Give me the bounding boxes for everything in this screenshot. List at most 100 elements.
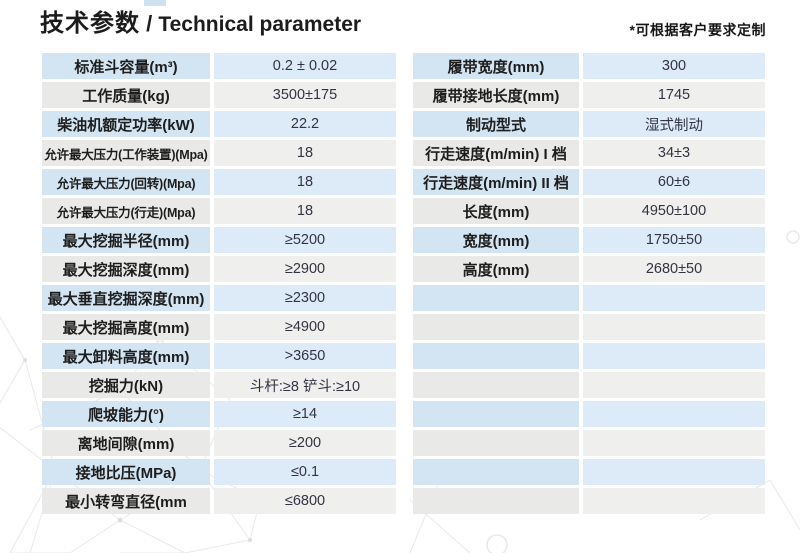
param-value-cell (583, 430, 765, 456)
param-label-cell: 行走速度(m/min) II 档 (413, 169, 579, 195)
page-title-zh: 技术参数 (40, 10, 140, 37)
table-row: 长度(mm) 4950±100 (413, 198, 765, 224)
param-label-cell: 最大挖掘半径(mm) (42, 227, 210, 253)
param-label-cell: 允许最大压力(工作装置)(Mpa) (42, 140, 210, 166)
header: 技术参数 / Technical parameter *可根据客户要求定制 (0, 0, 800, 42)
param-value-cell: 4950±100 (583, 198, 765, 224)
param-value-cell: 300 (583, 53, 765, 79)
param-label-cell (413, 401, 579, 427)
param-label-cell: 长度(mm) (413, 198, 579, 224)
param-label-cell: 挖掘力(kN) (42, 372, 210, 398)
param-value-cell (583, 343, 765, 369)
param-label-cell: 标准斗容量(m³) (42, 53, 210, 79)
table-row: 允许最大压力(工作装置)(Mpa) 18 (42, 140, 396, 166)
param-label-cell: 爬坡能力(°) (42, 401, 210, 427)
spec-table-right: 履带宽度(mm) 300 履带接地长度(mm) 1745 制动型式 湿式制动 行走速度(m/… (413, 53, 765, 517)
param-label-cell: 履带宽度(mm) (413, 53, 579, 79)
param-value-cell: ≥5200 (214, 227, 396, 253)
table-row: 履带宽度(mm) 300 (413, 53, 765, 79)
table-row: 最大挖掘高度(mm) ≥4900 (42, 314, 396, 340)
param-value-cell: 22.2 (214, 111, 396, 137)
param-value-cell: >3650 (214, 343, 396, 369)
param-label-cell (413, 343, 579, 369)
param-value-cell: 0.2 ± 0.02 (214, 53, 396, 79)
table-row: 标准斗容量(m³) 0.2 ± 0.02 (42, 53, 396, 79)
table-row: 允许最大压力(行走)(Mpa) 18 (42, 198, 396, 224)
param-value-cell: ≥14 (214, 401, 396, 427)
param-label-cell: 离地间隙(mm) (42, 430, 210, 456)
table-row (413, 343, 765, 369)
spec-table-left: 标准斗容量(m³) 0.2 ± 0.02 工作质量(kg) 3500±175 柴油机额定… (42, 53, 396, 517)
table-row: 挖掘力(kN) 斗杆:≥8 铲斗:≥10 (42, 372, 396, 398)
param-label-cell: 最大卸料高度(mm) (42, 343, 210, 369)
param-value-cell: 18 (214, 169, 396, 195)
table-row (413, 285, 765, 311)
table-row: 允许最大压力(回转)(Mpa) 18 (42, 169, 396, 195)
table-row: 最小转弯直径(mm ≤6800 (42, 488, 396, 514)
table-row (413, 372, 765, 398)
param-value-cell: 2680±50 (583, 256, 765, 282)
table-row: 最大挖掘半径(mm) ≥5200 (42, 227, 396, 253)
param-label-cell (413, 285, 579, 311)
param-value-cell (583, 401, 765, 427)
table-row: 高度(mm) 2680±50 (413, 256, 765, 282)
param-value-cell: ≥2900 (214, 256, 396, 282)
param-value-cell: ≥4900 (214, 314, 396, 340)
param-label-cell: 最大垂直挖掘深度(mm) (42, 285, 210, 311)
param-value-cell: ≤6800 (214, 488, 396, 514)
table-row: 行走速度(m/min) I 档 34±3 (413, 140, 765, 166)
table-row (413, 488, 765, 514)
table-row: 最大卸料高度(mm) >3650 (42, 343, 396, 369)
page-title: 技术参数 / Technical parameter (40, 9, 361, 42)
param-value-cell: ≤0.1 (214, 459, 396, 485)
customization-note: *可根据客户要求定制 (629, 22, 766, 38)
table-row (413, 459, 765, 485)
param-label-cell (413, 430, 579, 456)
param-label-cell: 允许最大压力(行走)(Mpa) (42, 198, 210, 224)
table-row (413, 401, 765, 427)
table-row: 工作质量(kg) 3500±175 (42, 82, 396, 108)
spec-tables: 标准斗容量(m³) 0.2 ± 0.02 工作质量(kg) 3500±175 柴油机额定… (0, 53, 800, 517)
param-value-cell (583, 314, 765, 340)
param-label-cell: 柴油机额定功率(kW) (42, 111, 210, 137)
param-label-cell: 接地比压(MPa) (42, 459, 210, 485)
param-label-cell: 制动型式 (413, 111, 579, 137)
param-label-cell (413, 372, 579, 398)
param-label-cell: 最大挖掘高度(mm) (42, 314, 210, 340)
table-row: 宽度(mm) 1750±50 (413, 227, 765, 253)
table-row: 最大挖掘深度(mm) ≥2900 (42, 256, 396, 282)
page-title-en: Technical parameter (158, 13, 362, 36)
param-value-cell: 斗杆:≥8 铲斗:≥10 (214, 372, 396, 398)
param-value-cell (583, 459, 765, 485)
param-label-cell: 允许最大压力(回转)(Mpa) (42, 169, 210, 195)
param-value-cell: 3500±175 (214, 82, 396, 108)
param-label-cell: 行走速度(m/min) I 档 (413, 140, 579, 166)
table-row: 离地间隙(mm) ≥200 (42, 430, 396, 456)
table-row: 柴油机额定功率(kW) 22.2 (42, 111, 396, 137)
table-row (413, 314, 765, 340)
table-row: 履带接地长度(mm) 1745 (413, 82, 765, 108)
param-value-cell: 湿式制动 (583, 111, 765, 137)
table-row: 行走速度(m/min) II 档 60±6 (413, 169, 765, 195)
param-label-cell: 最小转弯直径(mm (42, 488, 210, 514)
page-title-separator: / (140, 11, 159, 36)
param-value-cell: 34±3 (583, 140, 765, 166)
param-label-cell: 履带接地长度(mm) (413, 82, 579, 108)
param-value-cell: 60±6 (583, 169, 765, 195)
param-value-cell: ≥200 (214, 430, 396, 456)
table-row: 接地比压(MPa) ≤0.1 (42, 459, 396, 485)
table-row: 最大垂直挖掘深度(mm) ≥2300 (42, 285, 396, 311)
param-label-cell: 高度(mm) (413, 256, 579, 282)
param-value-cell: 1745 (583, 82, 765, 108)
table-row (413, 430, 765, 456)
page-top-tab-decoration (144, 0, 166, 6)
param-label-cell (413, 314, 579, 340)
param-label-cell (413, 488, 579, 514)
param-value-cell: ≥2300 (214, 285, 396, 311)
table-row: 爬坡能力(°) ≥14 (42, 401, 396, 427)
param-label-cell: 工作质量(kg) (42, 82, 210, 108)
param-value-cell: 18 (214, 198, 396, 224)
param-value-cell (583, 285, 765, 311)
param-value-cell (583, 372, 765, 398)
param-value-cell: 1750±50 (583, 227, 765, 253)
